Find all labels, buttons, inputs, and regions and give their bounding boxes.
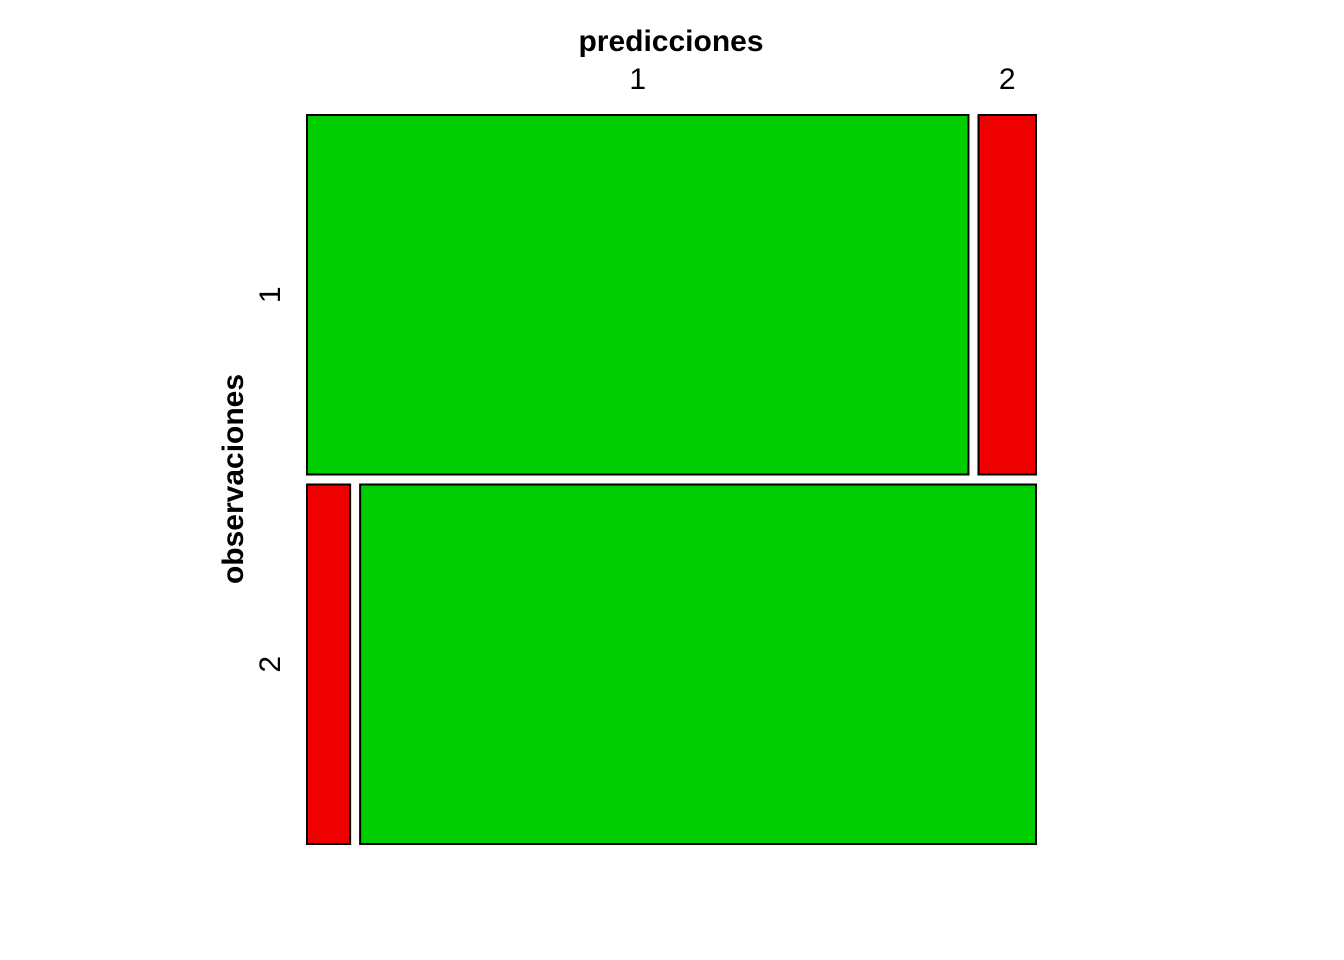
- column-tick-label-1: 1: [629, 63, 646, 96]
- tile-obs-2-pred-2: [359, 483, 1037, 845]
- tile-obs-1-pred-1: [306, 114, 970, 476]
- row-tick-labels: 12: [254, 286, 287, 672]
- mosaic-tiles: [306, 114, 1037, 845]
- y-axis-title: observaciones: [217, 374, 250, 584]
- column-tick-label-2: 2: [999, 63, 1016, 96]
- x-axis-title: predicciones: [578, 25, 763, 58]
- row-tick-label-2: 2: [254, 656, 287, 673]
- tile-obs-2-pred-1: [306, 483, 352, 845]
- row-tick-label-1: 1: [254, 286, 287, 303]
- tile-obs-1-pred-2: [977, 114, 1037, 476]
